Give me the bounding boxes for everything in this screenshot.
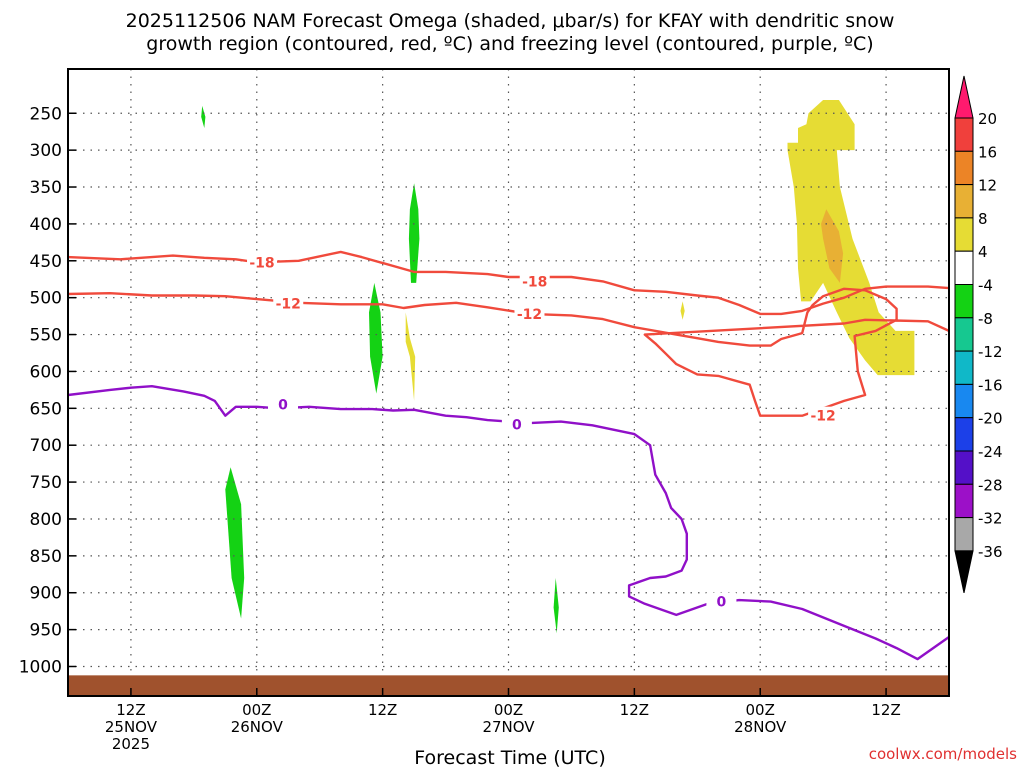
y-tick-label-950: 950 <box>30 621 62 641</box>
colorbar-label-6: -8 <box>978 310 993 328</box>
x-tick-year-6: 2025 <box>112 735 150 753</box>
x-tick-date-66: 28NOV <box>734 718 787 736</box>
y-tick-label-800: 800 <box>30 510 62 530</box>
colorbar-label-11: -28 <box>978 476 1003 494</box>
contour-label-bg-0-1 <box>501 415 532 433</box>
colorbar-segment-9 <box>954 383 974 419</box>
x-tick-label-42: 00Z <box>494 701 523 719</box>
colorbar-label-5: -4 <box>978 277 993 295</box>
omega-region-orange-430 <box>821 209 844 283</box>
colorbar-label-10: -24 <box>978 443 1003 461</box>
omega-region-yellow-518 <box>680 301 685 320</box>
colorbar-label-8: -16 <box>978 376 1003 394</box>
contour-label--12-1: -12 <box>517 307 542 323</box>
x-tick-label-18: 00Z <box>242 701 271 719</box>
y-tick-label-450: 450 <box>30 252 62 272</box>
colorbar-segment-8 <box>954 350 974 385</box>
contour-label-bg-0-2 <box>706 592 737 610</box>
plot-area: -18 -18 -12 -12 -12 0 0 0 <box>67 69 950 696</box>
omega-region-green-400 <box>408 183 420 283</box>
y-tick-label-900: 900 <box>30 584 62 604</box>
colorbar-segment-6 <box>954 284 974 319</box>
colorbar-segment-1 <box>954 117 974 152</box>
y-tick-label-850: 850 <box>30 547 62 567</box>
colorbar-label-12: -32 <box>978 510 1003 528</box>
x-axis-title: Forecast Time (UTC) <box>414 747 605 768</box>
colorbar-segment-10 <box>954 417 974 452</box>
colorbar-segment-5 <box>954 250 974 285</box>
contour-label-0-2: 0 <box>717 595 727 611</box>
omega-region-yellow-main <box>787 100 915 376</box>
colorbar-segment-7 <box>954 317 974 352</box>
ground-terrain <box>68 675 949 696</box>
y-tick-label-500: 500 <box>30 289 62 309</box>
axes: 250 300 350 400 450 500 550 600 650 700 750 800 850 9… <box>19 68 950 753</box>
credit-link[interactable]: coolwx.com/models <box>869 745 1017 763</box>
y-tick-label-350: 350 <box>30 178 62 198</box>
y-tick-label-750: 750 <box>30 473 62 493</box>
colorbar-label-1: 16 <box>978 143 997 161</box>
omega-region-green-550 <box>369 282 383 394</box>
y-tick-label-400: 400 <box>30 215 62 235</box>
y-tick-label-650: 650 <box>30 399 62 419</box>
x-tick-label-78: 12Z <box>871 701 900 719</box>
contour-label--12-0: -12 <box>276 297 301 313</box>
colorbar-segment-11 <box>954 450 974 485</box>
contour-label-bg--12-0 <box>273 294 304 312</box>
colorbar-label-0: 20 <box>978 110 997 128</box>
colorbar-label-2: 12 <box>978 177 997 195</box>
contour-label-bg-0-0 <box>268 395 299 413</box>
y-tick-label-300: 300 <box>30 141 62 161</box>
contour-label-bg--12-1 <box>514 304 545 322</box>
x-tick-label-54: 12Z <box>620 701 649 719</box>
colorbar-arrow-bottom <box>954 550 974 594</box>
colorbar-label-7: -12 <box>978 343 1003 361</box>
y-tick-label-700: 700 <box>30 436 62 456</box>
x-tick-date-6: 25NOV <box>105 718 158 736</box>
y-tick-label-550: 550 <box>30 326 62 346</box>
colorbar-label-3: 8 <box>978 210 988 228</box>
contour-line-0 <box>67 385 950 661</box>
contour-label--18-0: -18 <box>249 255 274 271</box>
colorbar-label-13: -36 <box>978 543 1003 561</box>
colorbar-segment-12 <box>954 483 974 519</box>
y-tick-label-1000: 1000 <box>19 657 62 677</box>
contour-label-bg--18-0 <box>247 253 278 271</box>
contour-label-0-0: 0 <box>278 398 288 414</box>
x-tick-label-6: 12Z <box>116 701 145 719</box>
colorbar-segment-3 <box>954 184 974 219</box>
y-tick-label-600: 600 <box>30 362 62 382</box>
chart-title-line1: 2025112506 NAM Forecast Omega (shaded, μ… <box>126 10 895 32</box>
x-tick-date-42: 27NOV <box>482 718 535 736</box>
colorbar-label-9: -20 <box>978 410 1003 428</box>
omega-region-green-250 <box>201 105 206 128</box>
contour-label-0-1: 0 <box>512 418 522 434</box>
x-tick-label-30: 12Z <box>368 701 397 719</box>
contour-line--12 <box>67 287 950 417</box>
contour-label-bg--12-2 <box>808 406 839 424</box>
omega-region-green-800 <box>225 467 245 619</box>
contour-label--12-2: -12 <box>810 409 835 425</box>
colorbar-segment-2 <box>954 150 974 186</box>
x-tick-label-66: 00Z <box>746 701 775 719</box>
omega-region-yellow-570 <box>405 312 416 401</box>
colorbar-label-4: 4 <box>978 243 988 261</box>
y-tick-label-250: 250 <box>30 104 62 124</box>
colorbar-arrow-top <box>954 75 974 119</box>
chart-title-line2: growth region (contoured, red, ºC) and f… <box>146 33 873 55</box>
contour-label--18-1: -18 <box>522 274 547 290</box>
colorbar-segment-4 <box>954 217 974 252</box>
colorbar: 20 16 12 8 4 -4 -8 -12 -16 -20 -24 -28 -32 -36 <box>954 75 1003 594</box>
contour-label-bg--18-1 <box>519 272 550 290</box>
omega-region-green-930 <box>553 578 559 634</box>
x-tick-date-18: 26NOV <box>231 718 284 736</box>
colorbar-segment-13 <box>954 517 974 552</box>
